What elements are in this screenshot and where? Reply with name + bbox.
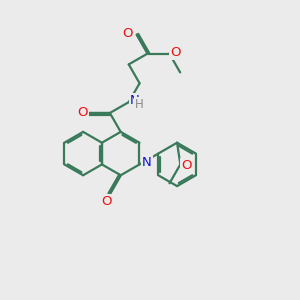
Text: O: O bbox=[182, 159, 192, 172]
Text: N: N bbox=[142, 156, 152, 170]
Text: O: O bbox=[77, 106, 88, 119]
Text: O: O bbox=[170, 46, 180, 59]
Text: H: H bbox=[135, 98, 143, 111]
Text: O: O bbox=[123, 27, 133, 40]
Text: N: N bbox=[130, 94, 140, 107]
Text: O: O bbox=[101, 195, 112, 208]
